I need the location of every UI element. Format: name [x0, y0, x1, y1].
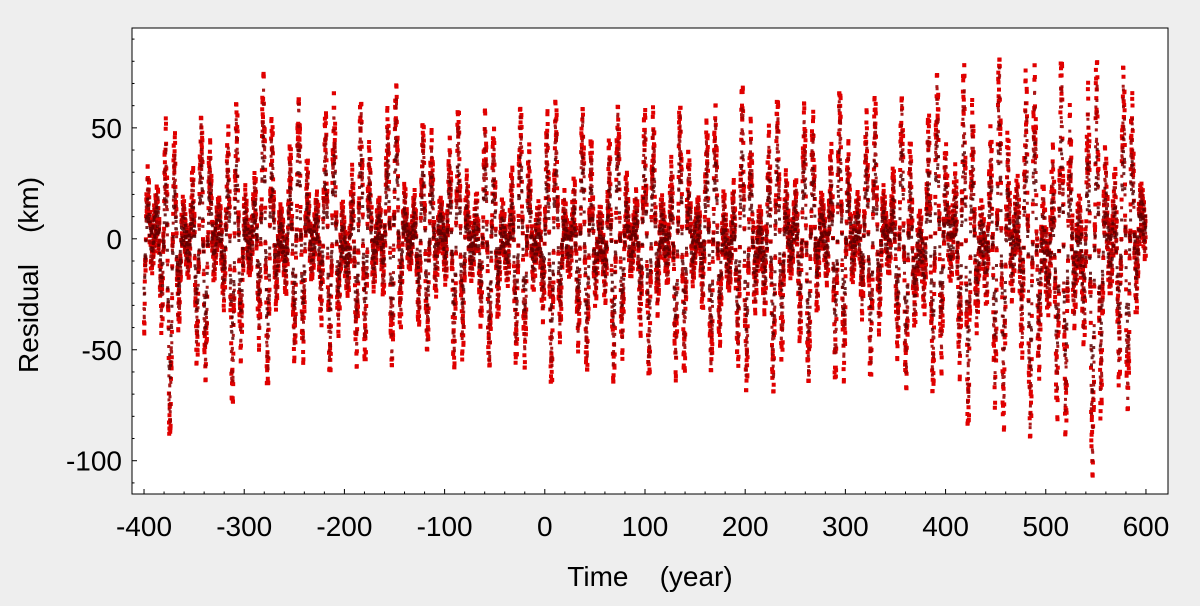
x-tick-label: 300: [822, 511, 869, 542]
x-tick-label: 200: [722, 511, 769, 542]
series-points-core: [142, 123, 1148, 394]
y-tick-label: -50: [82, 335, 122, 366]
y-axis-ticks: -100 -50 0 50: [66, 38, 137, 484]
data-points: [142, 57, 1148, 478]
x-tick-label: 600: [1123, 511, 1170, 542]
x-tick-label: -400: [116, 511, 172, 542]
x-tick-label: -200: [316, 511, 372, 542]
y-tick-label: 0: [106, 224, 122, 255]
x-tick-label: 400: [922, 511, 969, 542]
x-tick-label: -100: [417, 511, 473, 542]
x-tick-label: 0: [537, 511, 553, 542]
x-tick-label: 500: [1022, 511, 1069, 542]
y-axis-label: Residual (km): [13, 177, 44, 373]
x-tick-label: 100: [622, 511, 669, 542]
x-axis-ticks: -400 -300 -200 -100 0 100 200 300 400 500 600: [116, 489, 1169, 542]
x-tick-label: -300: [216, 511, 272, 542]
y-tick-label: 50: [91, 113, 122, 144]
y-tick-label: -100: [66, 446, 122, 477]
x-axis-label: Time (year): [567, 561, 732, 592]
